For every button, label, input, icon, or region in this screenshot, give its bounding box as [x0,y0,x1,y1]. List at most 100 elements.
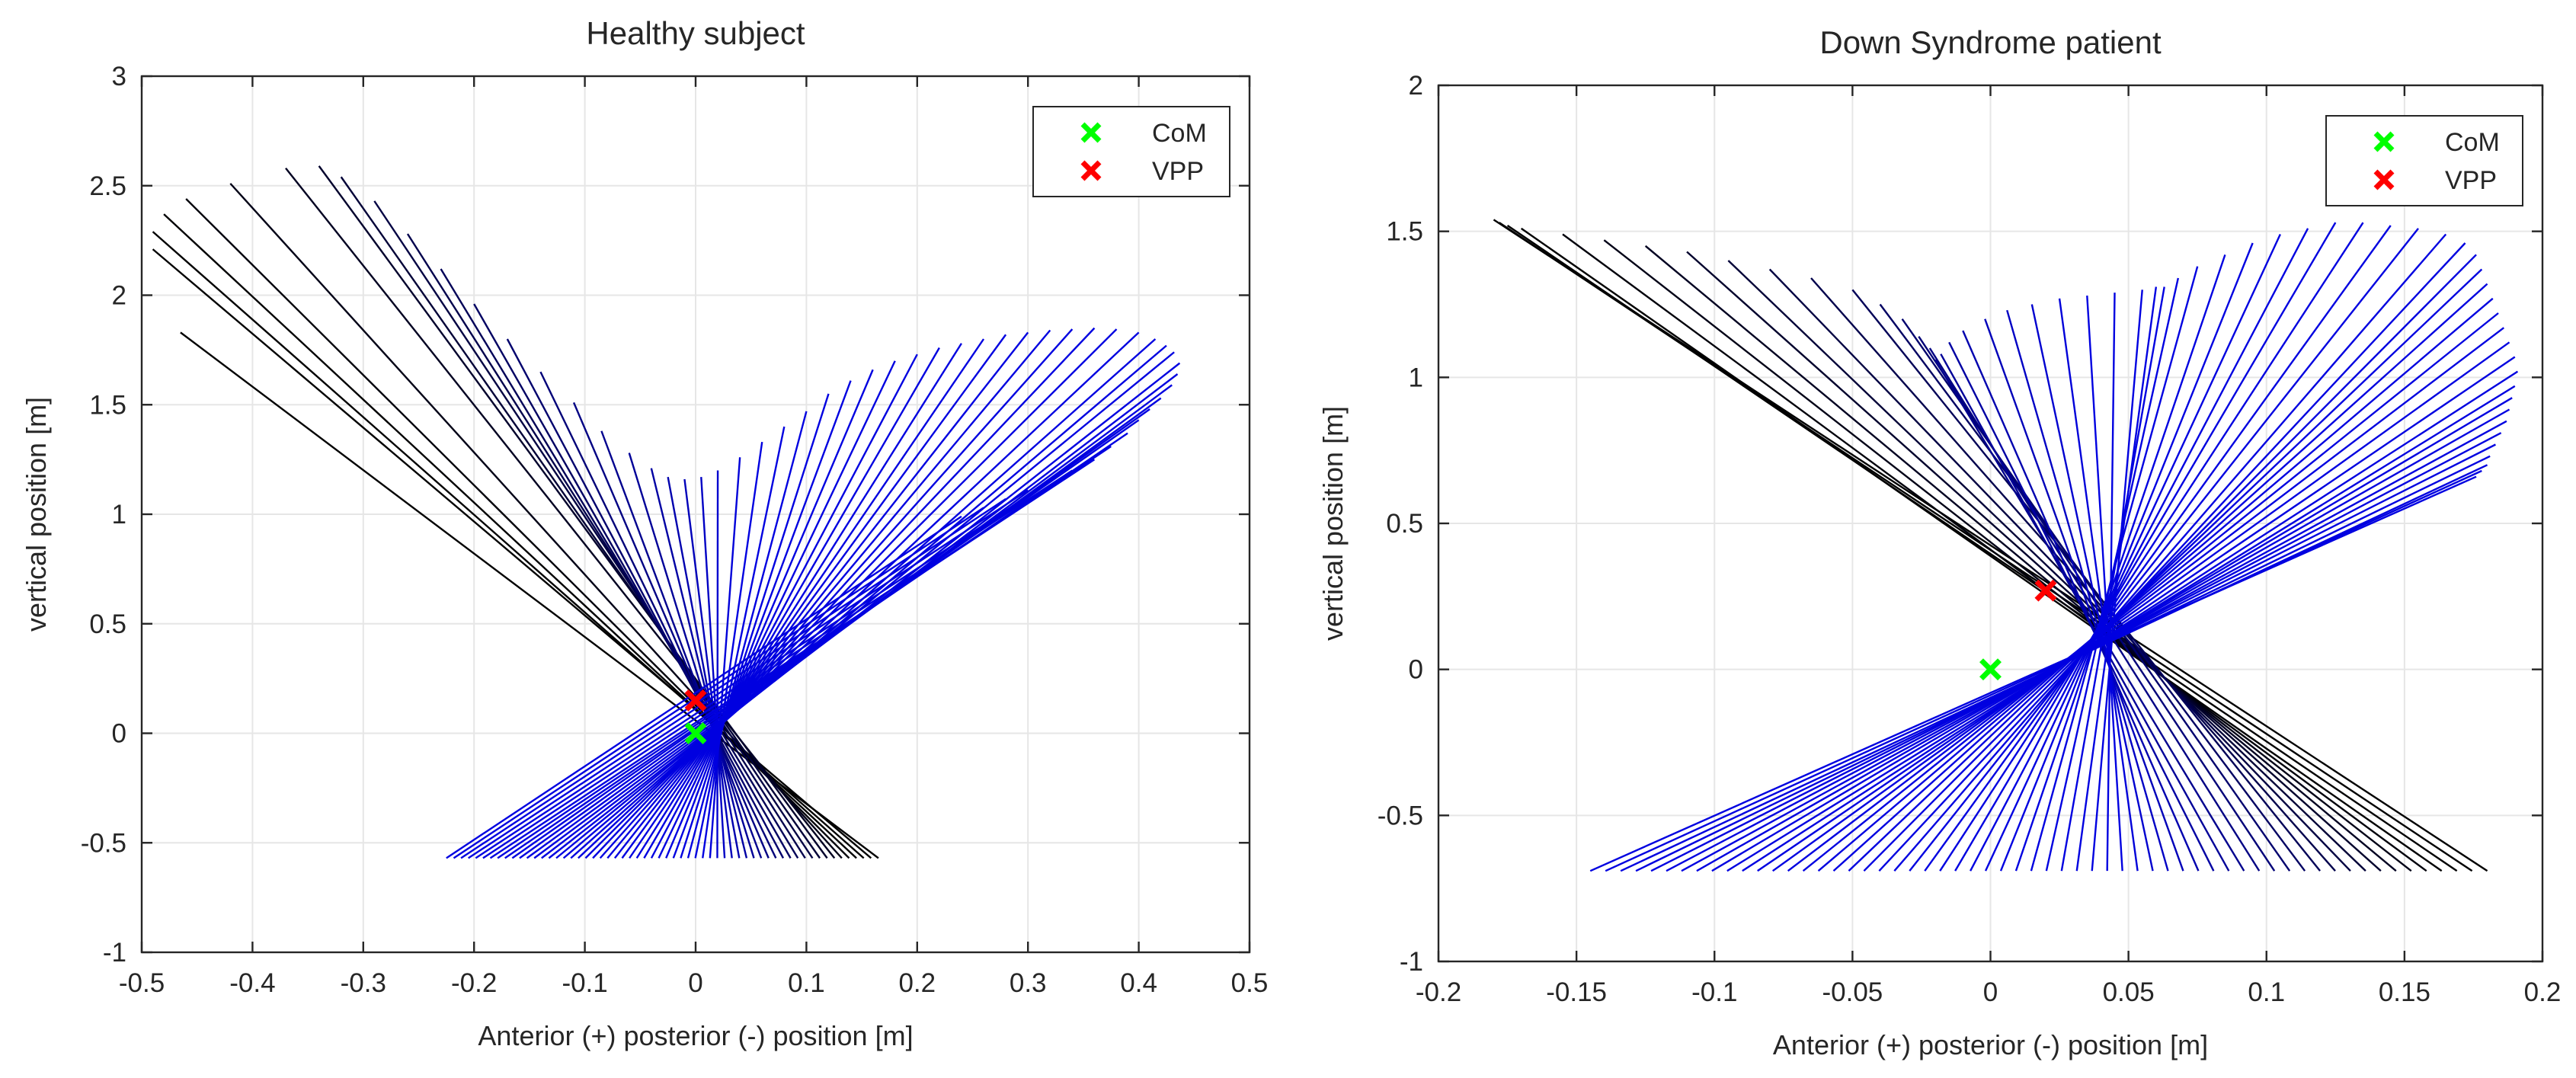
y-tick-label: 2 [1409,71,1423,101]
force-line [702,441,763,859]
force-line [1832,283,2488,872]
chart-title: Down Syndrome patient [1819,24,2162,60]
x-tick-label: 0.15 [2379,977,2430,1007]
force-line [340,176,821,859]
force-line [686,411,808,859]
x-tick-label: 0.2 [2524,977,2562,1007]
force-line [473,303,792,859]
force-line [406,233,806,859]
legend-entry-vpp: VPP [2445,166,2497,195]
legend: CoM VPP [2325,115,2523,206]
y-tick-label: 1 [112,500,126,529]
force-line [629,338,985,859]
force-line [628,453,755,859]
y-tick-label: 2.5 [89,171,126,201]
force-line [506,338,785,859]
force-line [613,331,1029,859]
force-line [650,353,918,859]
force-line [1727,260,2366,872]
y-tick-label: 1.5 [89,390,126,420]
force-line [599,328,1074,859]
force-line [1863,254,2477,872]
force-line [1757,356,2516,872]
x-tick-label: 0 [1983,977,1998,1007]
force-line [318,165,828,859]
force-line [1605,469,2482,872]
x-tick-label: -0.2 [1416,977,1461,1007]
y-tick-label: -0.5 [1378,801,1423,830]
force-line [694,426,786,859]
legend-marker-com-b [1080,122,1102,143]
down-syndrome-chart: -0.2 -0.15 -0.1 -0.05 0 0.05 0.1 0.15 0.2 -1 -0.5 0… [1317,24,2561,1060]
x-tick-label: 0.2 [898,968,936,998]
y-axis-label: vertical position [m] [21,397,52,632]
x-tick-label: -0.1 [1691,977,1737,1007]
y-tick-label: -1 [1400,947,1423,977]
x-tick-label: -0.05 [1822,977,1883,1007]
force-line [2086,295,2123,872]
force-line [468,489,1029,859]
force-line [635,343,962,859]
y-tick-label: 1.5 [1386,217,1423,247]
x-tick-label: 0.1 [2248,977,2285,1007]
force-line [1603,239,2412,872]
force-line [1848,268,2483,872]
legend-marker-vpp-b [2373,169,2395,190]
x-tick-label: 0.05 [2103,977,2155,1007]
force-line [1742,370,2519,872]
force-line [2075,286,2158,872]
com-marker-b [1979,658,2002,681]
force-line [600,430,763,859]
force-line [680,393,830,859]
vpp-marker-b [2034,579,2057,602]
legend: CoM VPP [1032,106,1230,197]
force-line [1686,251,2382,872]
x-tick-label: -0.3 [341,968,386,998]
force-line [1984,318,2184,872]
force-line [539,371,777,859]
force-line [716,470,719,859]
force-line [2058,298,2139,872]
x-tick-label: -0.5 [119,968,165,998]
force-line [709,457,741,859]
force-line [2030,266,2199,872]
x-axis-label: Anterior (+) posterior (-) position [m] [1773,1029,2208,1060]
force-line [482,469,1074,859]
y-tick-label: 1 [1409,363,1423,392]
force-lines [152,165,1181,859]
y-tick-label: 2 [112,281,126,311]
force-line [1939,222,2364,872]
x-axis-label: Anterior (+) posterior (-) position [m] [478,1020,913,1051]
force-line [606,329,1051,859]
vpp-marker-b [684,689,707,712]
force-line [1909,228,2419,872]
force-line [700,477,726,859]
x-tick-label: -0.4 [229,968,275,998]
force-line [1999,242,2254,872]
legend-marker-com-b [2373,131,2395,152]
x-tick-label: -0.1 [562,968,607,998]
force-line [1644,245,2397,872]
y-tick-label: 0.5 [89,609,126,639]
force-line [1893,233,2447,872]
x-tick-label: 0 [688,968,702,998]
force-line [1970,228,2309,872]
force-line [672,380,852,859]
force-line [1817,297,2494,872]
force-line [446,515,962,859]
force-line [460,497,1006,859]
force-line [592,327,1096,859]
force-line [643,347,940,859]
force-line [1787,327,2505,872]
y-axis-label: vertical position [m] [1317,406,1349,641]
force-line [489,459,1096,859]
force-line [1924,225,2392,872]
y-tick-label: 0.5 [1386,509,1423,539]
force-line [658,360,896,859]
force-line [572,401,770,859]
force-line [1962,330,2200,872]
force-line [1928,347,2261,872]
force-line [1984,233,2281,872]
force-line [584,328,1118,859]
ticks: -0.2 -0.15 -0.1 -0.05 0 0.05 0.1 0.15 0.2 -1 -0.5 0… [1378,71,2562,1007]
